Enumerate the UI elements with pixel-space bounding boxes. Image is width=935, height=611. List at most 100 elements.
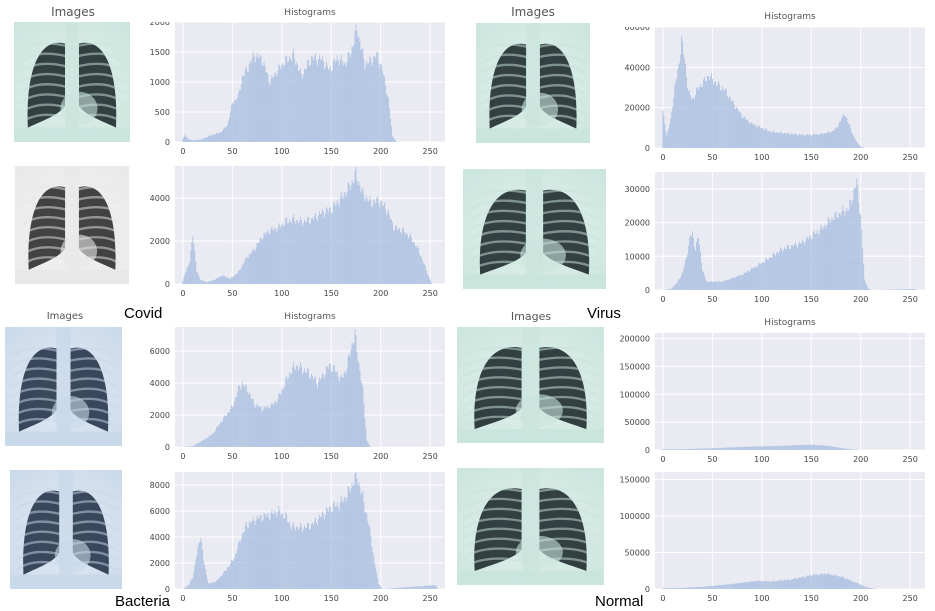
histogram-bar bbox=[274, 514, 275, 589]
histogram-bar bbox=[372, 206, 373, 284]
histogram-bar bbox=[828, 573, 829, 589]
histogram-bar bbox=[234, 401, 235, 447]
histogram-bar bbox=[349, 354, 350, 447]
histogram-bar bbox=[310, 224, 311, 284]
histogram-bar bbox=[335, 62, 336, 142]
histogram-bar bbox=[684, 265, 685, 290]
histogram-bar bbox=[723, 281, 724, 290]
histogram-bar bbox=[186, 269, 187, 284]
histogram-bar bbox=[307, 523, 308, 589]
histogram-bar bbox=[814, 231, 815, 290]
histogram-bar bbox=[775, 446, 776, 450]
histogram-bar bbox=[819, 575, 820, 589]
histogram-bar bbox=[208, 136, 209, 142]
histogram-bar bbox=[396, 226, 397, 284]
histogram-bar bbox=[740, 447, 741, 450]
histogram-bar bbox=[699, 449, 700, 450]
histogram-bar bbox=[844, 448, 845, 450]
histogram-bar bbox=[862, 586, 863, 589]
histogram-bar bbox=[352, 483, 353, 589]
histogram-bar bbox=[817, 445, 818, 450]
histogram-bar bbox=[726, 89, 727, 148]
histogram-bar bbox=[299, 221, 300, 284]
histograms-header: Histograms bbox=[750, 12, 830, 22]
histogram-bar bbox=[392, 588, 393, 589]
histogram-bar bbox=[248, 258, 249, 284]
histogram-bar bbox=[368, 63, 369, 142]
histogram-bar bbox=[419, 586, 420, 589]
histogram-bar bbox=[392, 222, 393, 284]
histogram-bar bbox=[768, 581, 769, 589]
histogram-bar bbox=[826, 134, 827, 148]
histogram-bar bbox=[298, 530, 299, 589]
histogram-bar bbox=[283, 519, 284, 589]
histogram-bar bbox=[754, 581, 755, 589]
histogram-bar bbox=[330, 506, 331, 589]
histogram-bar bbox=[410, 587, 411, 589]
histogram-bar bbox=[240, 270, 241, 284]
histogram-bar bbox=[229, 566, 230, 589]
xray-image bbox=[15, 166, 129, 284]
histogram-bar bbox=[429, 277, 430, 284]
histogram-bar bbox=[767, 446, 768, 450]
histogram-bar bbox=[779, 446, 780, 450]
histogram-bar bbox=[320, 60, 321, 142]
histogram-bar bbox=[744, 447, 745, 450]
histogram-bar bbox=[680, 588, 681, 589]
histogram-bar bbox=[333, 503, 334, 589]
histogram-bar bbox=[684, 449, 685, 450]
histogram-bar bbox=[756, 127, 757, 148]
histogram-bar bbox=[851, 581, 852, 589]
histogram-bar bbox=[751, 582, 752, 589]
histogram-bar bbox=[849, 449, 850, 450]
histogram-bar bbox=[394, 588, 395, 589]
histogram-bar bbox=[722, 448, 723, 450]
histogram-bar bbox=[282, 513, 283, 589]
histogram-bar bbox=[671, 288, 672, 290]
histogram-bar bbox=[342, 500, 343, 589]
histogram-bar bbox=[728, 585, 729, 589]
histogram-bar bbox=[423, 586, 424, 589]
histogram-bar bbox=[199, 443, 200, 447]
histogram-bar bbox=[430, 586, 431, 589]
histogram-bar bbox=[205, 569, 206, 589]
y-tick-label: 6000 bbox=[150, 507, 170, 516]
histogram-bar bbox=[691, 587, 692, 589]
x-tick-label: 100 bbox=[754, 153, 769, 162]
histogram-bar bbox=[274, 77, 275, 142]
histogram-bar bbox=[907, 289, 908, 290]
histogram-bar bbox=[282, 387, 283, 447]
histogram-bar bbox=[290, 526, 291, 589]
histogram-bar bbox=[747, 119, 748, 148]
histogram-bar bbox=[243, 385, 244, 447]
histogram-bar bbox=[867, 287, 868, 290]
histogram-bar bbox=[722, 585, 723, 589]
histogram-bar bbox=[258, 243, 259, 284]
histogram-bar bbox=[344, 193, 345, 284]
histogram-bar bbox=[311, 524, 312, 589]
histogram-bar bbox=[708, 448, 709, 450]
x-tick-label: 200 bbox=[853, 295, 868, 304]
histogram-bar bbox=[709, 586, 710, 589]
histogram-bar bbox=[712, 282, 713, 290]
histogram-bar bbox=[410, 233, 411, 284]
histogram-bar bbox=[809, 575, 810, 589]
histogram-bar bbox=[677, 449, 678, 450]
histogram-bar bbox=[683, 269, 684, 290]
histogram-bar bbox=[266, 517, 267, 589]
histogram-bar bbox=[666, 289, 667, 290]
histogram-bar bbox=[259, 59, 260, 142]
histogram-bar bbox=[865, 587, 866, 589]
histogram-bar bbox=[352, 46, 353, 142]
x-tick-label: 50 bbox=[707, 295, 717, 304]
histogram-bar bbox=[815, 445, 816, 450]
histogram-bar bbox=[221, 576, 222, 589]
histogram-bar bbox=[311, 218, 312, 284]
histogram-bar bbox=[727, 448, 728, 450]
histogram-bar bbox=[708, 76, 709, 148]
histogram-bar bbox=[232, 103, 233, 142]
histogram-bar bbox=[847, 580, 848, 589]
histogram-bar bbox=[318, 519, 319, 589]
histogram-bar bbox=[355, 171, 356, 284]
histogram-bar bbox=[823, 229, 824, 290]
